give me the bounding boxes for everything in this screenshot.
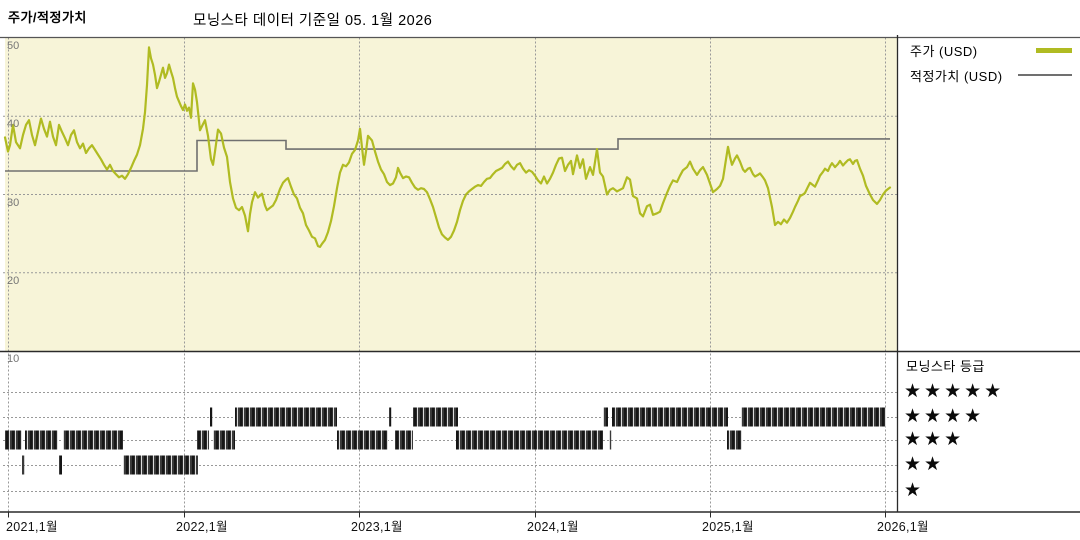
x-tick-label: 2023,1월 xyxy=(351,520,403,534)
rating-bar-3-star xyxy=(25,430,58,450)
legend-fairvalue-swatch xyxy=(1018,74,1072,76)
price-line xyxy=(3,46,892,248)
rating-bar-3-star xyxy=(727,430,742,450)
rating-bar-2-star xyxy=(59,455,62,475)
y-tick-label-50: 50 xyxy=(7,40,20,52)
rating-panel-title: 모닝스타 등급 xyxy=(906,359,985,374)
rating-bar-4-star xyxy=(612,407,728,427)
x-tick-label: 2024,1월 xyxy=(527,520,579,534)
rating-row-1-stars: ★ xyxy=(904,480,925,501)
rating-bar-4-star xyxy=(603,407,608,427)
rating-bar-4-star xyxy=(741,407,886,427)
rating-row-5-stars: ★★★★★ xyxy=(904,381,1005,402)
rating-bar-3-star xyxy=(609,430,612,450)
rating-bar-3-star xyxy=(395,430,413,450)
rating-row-4-stars: ★★★★ xyxy=(904,406,985,427)
fair-value-line xyxy=(5,138,890,172)
rating-bar-3-star xyxy=(5,430,22,450)
rating-bar-3-star xyxy=(197,430,209,450)
rating-bar-4-star xyxy=(210,407,213,427)
rating-row-3-stars: ★★★ xyxy=(904,429,965,450)
rating-bar-3-star xyxy=(337,430,388,450)
x-tick-label: 2026,1월 xyxy=(877,520,929,534)
legend-fairvalue-label: 적정가치 (USD) xyxy=(910,69,1003,84)
rating-bar-2-star xyxy=(123,455,198,475)
rating-bar-4-star xyxy=(413,407,458,427)
rating-bar-4-star xyxy=(235,407,337,427)
y-tick-label-20: 20 xyxy=(7,274,20,287)
legend-price-label: 주가 (USD) xyxy=(910,44,978,59)
chart-title: 모닝스타 데이터 기준일 05. 1월 2026 xyxy=(193,13,433,29)
x-tick-label: 2025,1월 xyxy=(702,520,754,534)
y-tick-label-40: 40 xyxy=(7,118,20,131)
rating-bars xyxy=(5,407,886,475)
rating-bar-4-star xyxy=(389,407,392,427)
rating-row-2-stars: ★★ xyxy=(904,454,945,475)
page-title: 주가/적정가치 xyxy=(8,10,87,25)
legend-price-swatch xyxy=(1036,48,1072,53)
y-tick-label-30: 30 xyxy=(7,196,20,209)
rating-bar-3-star xyxy=(63,430,123,450)
rating-bar-3-star xyxy=(213,430,235,450)
x-tick-label: 2021,1월 xyxy=(6,520,58,534)
y-tick-label-10: 10 xyxy=(7,353,20,365)
series-lines xyxy=(3,46,892,248)
chart-frame xyxy=(0,35,1080,518)
rating-bar-3-star xyxy=(456,430,603,450)
rating-bar-2-star xyxy=(22,455,25,475)
x-tick-label: 2022,1월 xyxy=(176,520,228,534)
gridlines xyxy=(3,37,897,512)
